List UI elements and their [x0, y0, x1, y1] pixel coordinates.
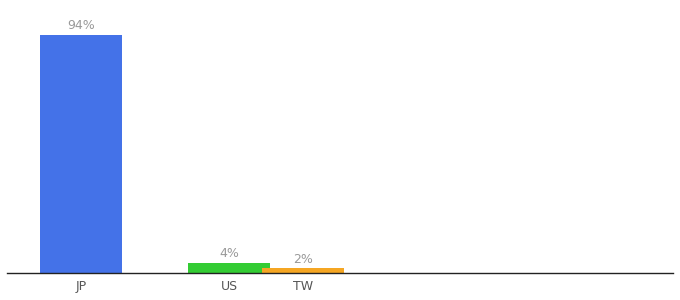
Text: 2%: 2%	[293, 253, 313, 266]
Text: 4%: 4%	[219, 248, 239, 260]
Bar	[262, 268, 343, 273]
Bar	[188, 263, 270, 273]
Bar	[40, 35, 122, 273]
Text: 94%: 94%	[67, 19, 95, 32]
